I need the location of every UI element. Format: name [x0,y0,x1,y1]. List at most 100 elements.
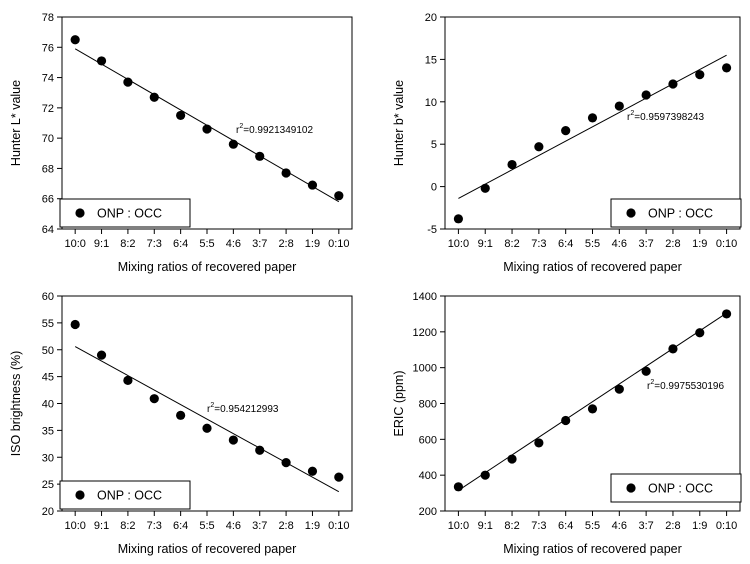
y-tick-label: 45 [42,372,54,384]
r2-annotation: r2=0.9975530196 [647,379,724,392]
data-point [721,63,732,73]
legend: ONP : OCC [610,473,742,503]
data-point [202,124,212,134]
x-tick-label: 0:10 [716,520,737,532]
y-tick-label: 50 [42,345,54,357]
data-point [255,151,265,161]
data-point [641,366,651,376]
y-tick-label: 66 [42,194,54,206]
data-point [480,183,490,193]
regression-line [458,312,727,491]
panel-a: 64 66 68 70 72 74 76 78 10:0 9:1 8:2 7:3 6:4 5:5 4:6 3:… [9,12,353,274]
x-tick-label: 10:0 [448,520,469,532]
data-point [70,319,80,330]
data-point [307,466,318,476]
y-tick-label: 25 [42,479,54,491]
legend-marker [626,483,636,493]
data-point [123,375,133,385]
data-point [534,438,544,448]
x-tick-label: 1:9 [305,238,320,250]
data-point [561,126,571,136]
x-tick-label: 9:1 [94,238,109,250]
regression-line [74,346,340,493]
legend: ONP : OCC [59,480,191,510]
y-tick-label: 68 [42,163,54,175]
x-tick-label: 8:2 [120,520,135,532]
data-point [176,110,186,121]
x-tick-label: 9:1 [478,238,493,250]
r2-annotation: r2=0.9921349102 [236,123,313,136]
data-point [202,423,212,433]
y-tick-label: 20 [425,12,437,24]
r2-annotation: r2=0.954212993 [207,402,279,415]
x-tick-label: 1:9 [305,520,320,532]
y-axis-label: Hunter b* value [392,80,406,166]
x-axis-label: Mixing ratios of recovered paper [503,260,682,274]
x-tick-label: 6:4 [558,520,573,532]
y-tick-label: 30 [42,452,54,464]
x-tick-label: 0:10 [716,238,737,250]
x-tick-label: 8:2 [120,238,135,250]
y-tick-label: 74 [42,73,54,85]
y-tick-label: 1200 [413,327,437,339]
y-tick-label: 400 [419,470,437,482]
data-point [453,482,464,492]
x-tick-label: 6:4 [173,238,188,250]
y-tick-label: 20 [42,506,54,518]
x-tick-label: 7:3 [531,520,546,532]
data-point [614,384,624,394]
data-point [668,79,678,89]
data-point [255,445,265,455]
data-point [307,180,318,190]
r2-symbol: r [647,381,651,392]
x-tick-label: 5:5 [199,238,214,250]
r2-value: =0.954212993 [214,404,279,415]
y-tick-label: 72 [42,103,54,115]
data-point [96,350,107,360]
x-tick-label: 9:1 [94,520,109,532]
x-tick-label: 7:3 [147,238,162,250]
x-tick-label: 2:8 [278,520,293,532]
data-point [123,77,133,87]
x-tick-label: 4:6 [612,238,627,250]
x-tick-label: 8:2 [504,238,519,250]
legend-label: ONP : OCC [648,482,713,496]
y-tick-label: 60 [42,291,54,303]
x-axis-label: Mixing ratios of recovered paper [118,542,297,556]
panel-d: 200 400 600 800 1000 1200 1400 10:0 9:1 8:2 7:3 6:4… [392,291,742,556]
x-tick-label: 5:5 [585,520,600,532]
x-tick-label: 6:4 [558,238,573,250]
data-point [334,191,344,201]
legend-marker [626,208,636,218]
x-tick-label: 4:6 [612,520,627,532]
legend: ONP : OCC [610,198,742,228]
legend-label: ONP : OCC [648,207,713,221]
x-tick-label: 10:0 [64,238,85,250]
data-point [480,470,490,480]
data-point [561,415,571,426]
r2-value: =0.9975530196 [654,381,724,392]
x-tick-label: 5:5 [199,520,214,532]
x-tick-label: 4:6 [226,238,241,250]
r2-symbol: r [207,404,211,415]
x-tick-label: 4:6 [226,520,241,532]
x-tick-label: 3:7 [638,238,653,250]
data-point [96,56,107,66]
r2-superscript: 2 [650,379,654,386]
r2-value: =0.9597398243 [634,112,704,123]
y-tick-label: 78 [42,12,54,24]
legend-marker [75,208,85,218]
r2-superscript: 2 [630,110,634,117]
data-point [228,139,238,149]
data-point [176,410,186,420]
data-point [149,394,159,404]
data-point [334,472,344,482]
y-tick-label: 76 [42,42,54,54]
x-axis-label: Mixing ratios of recovered paper [503,542,682,556]
data-point [587,404,598,414]
data-point [587,113,598,123]
r2-symbol: r [236,125,240,136]
y-tick-label: 55 [42,318,54,330]
y-axis-label: ISO brightness (%) [9,351,23,457]
